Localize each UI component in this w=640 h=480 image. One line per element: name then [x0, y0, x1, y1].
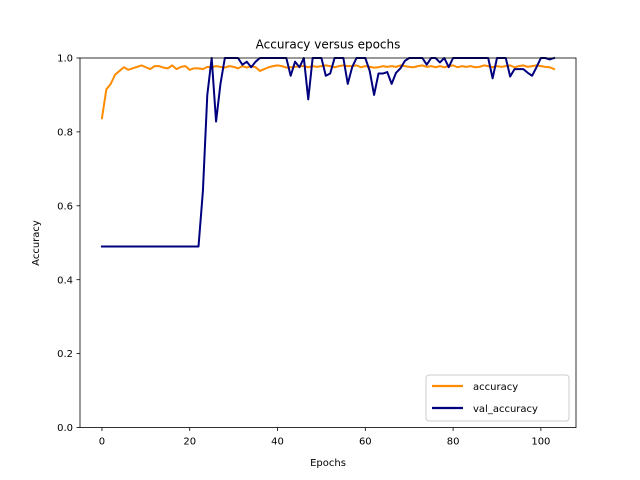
- legend-label-val-accuracy: val_accuracy: [473, 404, 538, 415]
- chart-title: Accuracy versus epochs: [256, 38, 401, 52]
- y-tick-label: 0.2: [57, 349, 73, 360]
- y-tick-label: 0.8: [57, 128, 73, 139]
- legend: accuracy val_accuracy: [425, 374, 570, 422]
- x-tick-label: 100: [531, 437, 550, 448]
- plot-frame: [79, 57, 577, 428]
- x-tick-label: 40: [271, 437, 284, 448]
- x-tick-label: 20: [183, 437, 196, 448]
- series-line-accuracy: [100, 64, 556, 120]
- y-axis: 0.0 0.2 0.4 0.6 0.8 1.0: [57, 54, 80, 434]
- y-tick-label: 0.6: [57, 201, 73, 212]
- x-tick-label: 60: [359, 437, 372, 448]
- y-tick-label: 1.0: [57, 54, 73, 65]
- x-axis: 0 20 40 60 80 100: [99, 427, 550, 448]
- y-tick-label: 0.4: [57, 275, 73, 286]
- x-tick-label: 0: [99, 437, 105, 448]
- x-axis-label: Epochs: [310, 458, 346, 469]
- y-tick-label: 0.0: [57, 423, 73, 434]
- x-tick-label: 80: [447, 437, 460, 448]
- legend-label-accuracy: accuracy: [473, 382, 518, 393]
- y-axis-label: Accuracy: [31, 220, 42, 266]
